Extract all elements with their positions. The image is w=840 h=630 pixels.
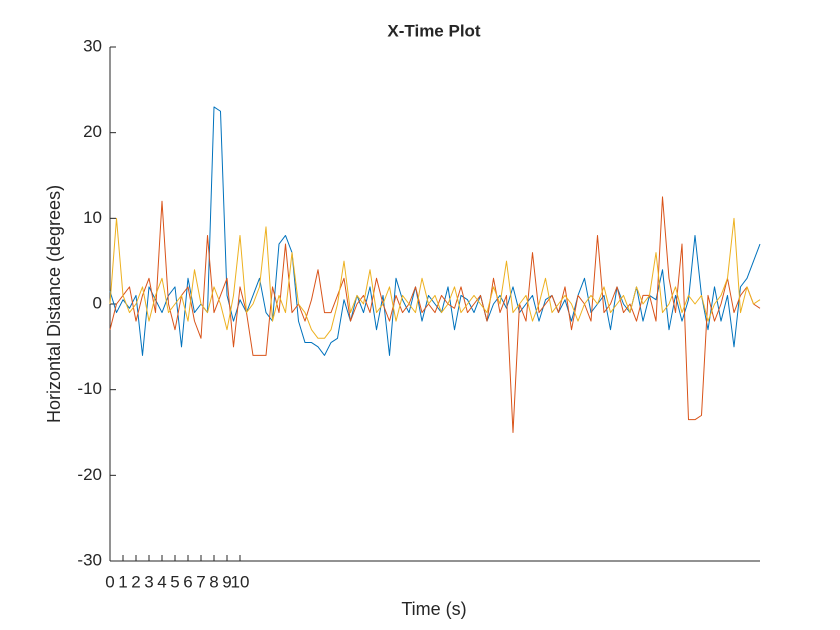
x-tick-label: 1 bbox=[118, 572, 127, 591]
x-tick-label: 0 bbox=[105, 572, 114, 591]
y-tick-label: -30 bbox=[77, 550, 102, 569]
y-tick-label: -20 bbox=[77, 465, 102, 484]
chart-title: X-Time Plot bbox=[387, 21, 481, 40]
data-line bbox=[109, 217, 761, 339]
x-tick-label: 9 bbox=[222, 572, 231, 591]
x-tick-label: 4 bbox=[157, 572, 166, 591]
x-tick-label: 7 bbox=[196, 572, 205, 591]
x-tick-label: 10 bbox=[231, 572, 250, 591]
y-tick-label: 20 bbox=[83, 122, 102, 141]
y-tick-label: 10 bbox=[83, 208, 102, 227]
x-tick-label: 6 bbox=[183, 572, 192, 591]
y-tick-label: -10 bbox=[77, 379, 102, 398]
x-tick-label: 3 bbox=[144, 572, 153, 591]
y-tick-label: 30 bbox=[83, 36, 102, 55]
y-tick-label: 0 bbox=[93, 293, 102, 312]
data-line bbox=[109, 196, 761, 433]
x-tick-label: 5 bbox=[170, 572, 179, 591]
x-tick-label: 2 bbox=[131, 572, 140, 591]
y-axis-label: Horizontal Distance (degrees) bbox=[44, 185, 64, 423]
x-tick-label: 8 bbox=[209, 572, 218, 591]
data-line bbox=[109, 106, 761, 356]
x-axis-label: Time (s) bbox=[401, 599, 466, 619]
